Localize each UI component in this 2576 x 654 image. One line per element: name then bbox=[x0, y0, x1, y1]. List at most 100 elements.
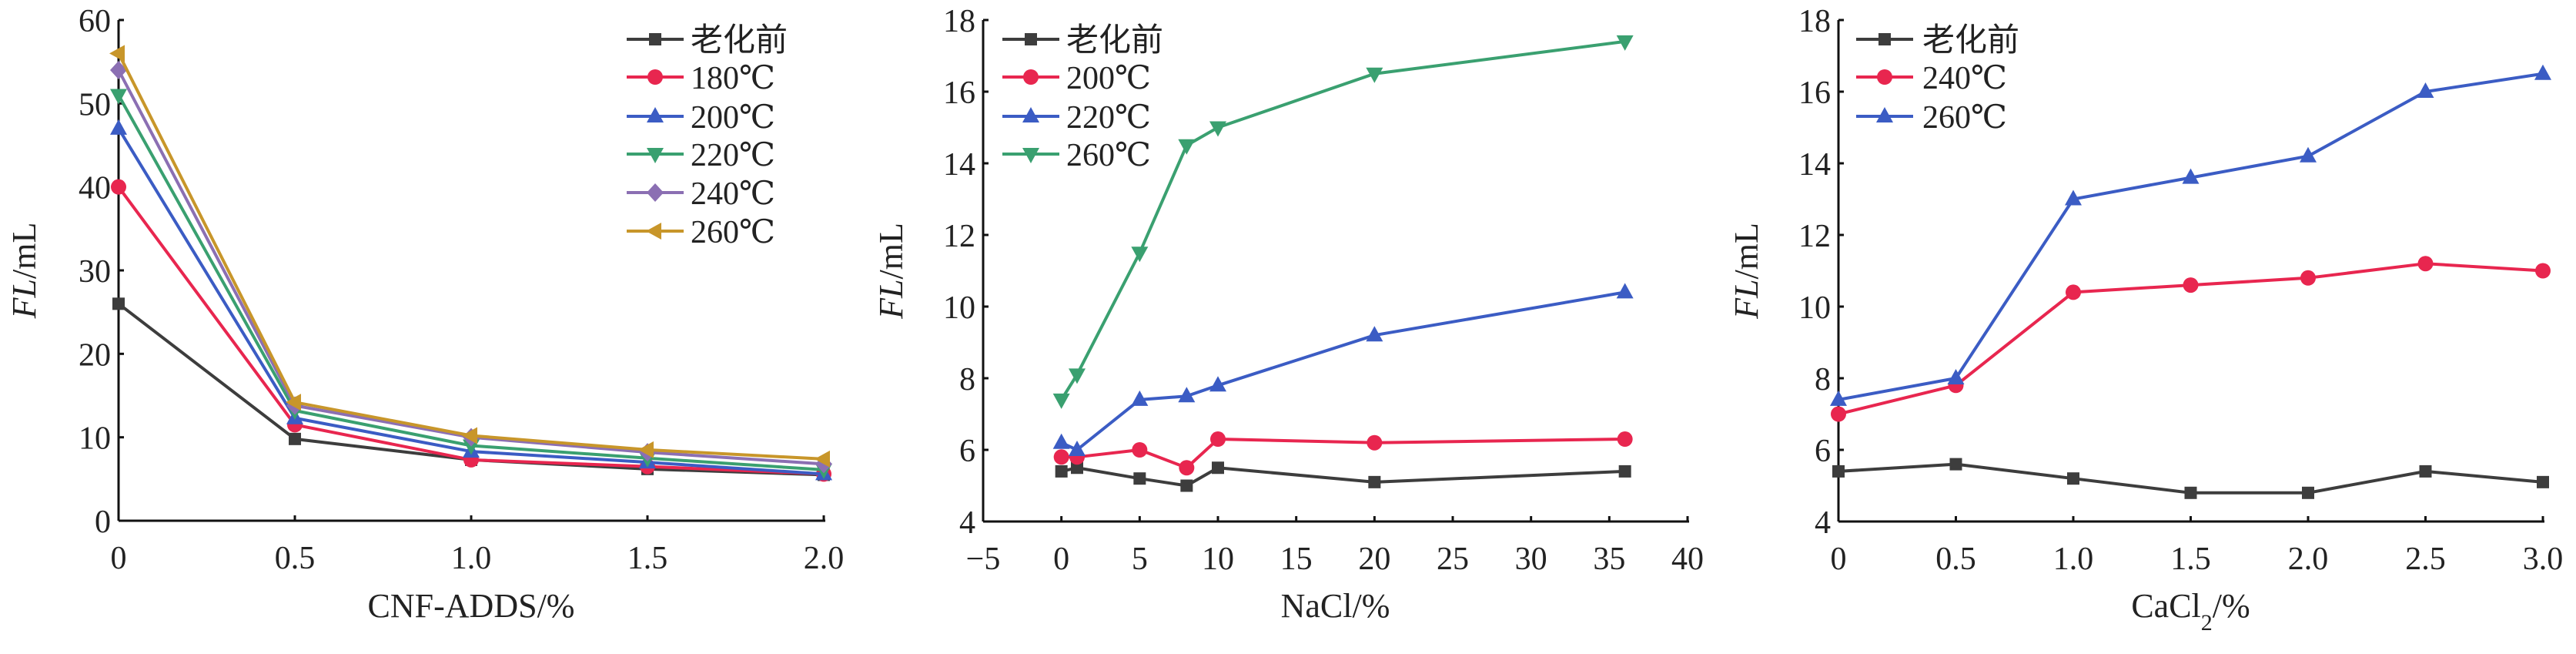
data-point bbox=[1178, 387, 1196, 403]
legend-label: 老化前 bbox=[1066, 23, 1163, 59]
series-3 bbox=[1830, 64, 2551, 406]
y-axis-label: FL/mL bbox=[872, 223, 910, 320]
y-tick-label: 10 bbox=[1798, 290, 1831, 326]
data-point bbox=[1832, 465, 1845, 478]
data-point bbox=[2534, 64, 2551, 80]
x-tick-label: 30 bbox=[1515, 542, 1547, 577]
y-tick-label: 6 bbox=[959, 434, 975, 469]
series-6 bbox=[109, 45, 830, 468]
series-3 bbox=[110, 119, 832, 481]
y-axis-label: FL/mL bbox=[5, 223, 43, 320]
data-point bbox=[2302, 486, 2314, 499]
data-point bbox=[2417, 256, 2434, 272]
x-tick-label: 2.5 bbox=[2405, 542, 2446, 577]
legend-item: 220℃ bbox=[1002, 100, 1151, 136]
data-point bbox=[1210, 431, 1226, 448]
y-tick-label: 30 bbox=[79, 254, 111, 290]
legend-item: 老化前 bbox=[1002, 23, 1163, 59]
legend-item: 260℃ bbox=[627, 215, 775, 250]
data-point bbox=[1209, 121, 1226, 137]
x-tick-label: 40 bbox=[1671, 542, 1704, 577]
data-point bbox=[1366, 326, 1383, 342]
chart-panel-1: 0 0.5 1.0 1.5 2.0 0 10 20 30 40 50 60 CNF-ADDS/% FL/m… bbox=[5, 4, 844, 625]
legend-item: 200℃ bbox=[627, 100, 775, 136]
x-tick-label: 2.0 bbox=[2288, 542, 2329, 577]
legend-item: 老化前 bbox=[627, 23, 788, 59]
legend-label: 老化前 bbox=[1922, 23, 2019, 59]
data-point bbox=[2417, 82, 2434, 98]
data-point bbox=[1131, 390, 1149, 406]
legend-item: 200℃ bbox=[1002, 61, 1151, 96]
data-point bbox=[110, 89, 127, 105]
legend-marker bbox=[1025, 33, 1037, 45]
data-point bbox=[1209, 376, 1226, 392]
data-point bbox=[1180, 479, 1193, 492]
data-point bbox=[1069, 368, 1086, 384]
legend-marker bbox=[647, 69, 663, 85]
data-point bbox=[1132, 442, 1148, 458]
legend-item: 240℃ bbox=[627, 176, 775, 212]
data-point bbox=[111, 179, 126, 195]
chart-panel-2: −5 0 5 10 15 20 25 30 35 40 4 6 8 10 12 14 16 18 NaCl/% FL/… bbox=[872, 4, 1704, 625]
series-1 bbox=[1055, 461, 1631, 492]
series-4 bbox=[1052, 35, 1634, 409]
y-tick-label: 18 bbox=[943, 4, 975, 39]
data-point bbox=[1618, 465, 1631, 478]
data-point bbox=[1616, 283, 1634, 299]
data-point bbox=[1055, 465, 1068, 478]
data-point bbox=[110, 119, 127, 135]
data-point bbox=[1367, 434, 1383, 451]
data-point bbox=[1368, 475, 1381, 488]
data-point bbox=[2535, 263, 2551, 279]
y-tick-label: 40 bbox=[79, 171, 111, 206]
y-tick-label: 14 bbox=[1798, 147, 1831, 183]
legend-label: 180℃ bbox=[691, 61, 775, 96]
data-point bbox=[1212, 461, 1224, 475]
data-point bbox=[2184, 486, 2197, 499]
series-3 bbox=[1052, 283, 1634, 456]
x-tick-label: 1.0 bbox=[2053, 542, 2094, 577]
data-point bbox=[2065, 189, 2082, 206]
legend-item: 260℃ bbox=[1002, 138, 1151, 173]
data-point bbox=[463, 439, 480, 455]
series-2 bbox=[1053, 431, 1633, 476]
y-tick-label: 10 bbox=[943, 290, 975, 326]
legend-marker bbox=[1022, 107, 1039, 122]
data-point bbox=[289, 432, 301, 445]
series-line bbox=[1060, 290, 1626, 451]
data-point bbox=[1052, 393, 1070, 409]
data-point bbox=[1069, 441, 1086, 456]
x-axis-label: CNF-ADDS/% bbox=[368, 587, 575, 625]
x-tick-label: 0 bbox=[1053, 542, 1069, 577]
data-point bbox=[110, 61, 127, 79]
data-point bbox=[1179, 460, 1195, 476]
legend-label: 220℃ bbox=[691, 138, 775, 173]
x-tick-label: 10 bbox=[1202, 542, 1234, 577]
data-point bbox=[1071, 461, 1083, 475]
y-tick-label: 6 bbox=[1815, 434, 1831, 469]
x-tick-label: 1.0 bbox=[451, 541, 492, 576]
x-axis-label: NaCl/% bbox=[1281, 587, 1390, 625]
legend-item: 240℃ bbox=[1856, 61, 2007, 96]
y-tick-label: 60 bbox=[79, 4, 111, 39]
legend-item: 260℃ bbox=[1856, 100, 2007, 136]
data-point bbox=[2300, 270, 2316, 286]
data-point bbox=[1133, 472, 1146, 485]
x-tick-label: 25 bbox=[1437, 542, 1469, 577]
data-point bbox=[2300, 146, 2317, 163]
data-point bbox=[2066, 284, 2081, 300]
y-tick-label: 18 bbox=[1798, 4, 1831, 39]
data-point bbox=[286, 394, 301, 411]
data-point bbox=[1052, 433, 1070, 449]
legend-item: 180℃ bbox=[627, 61, 775, 96]
series-1 bbox=[1832, 458, 2549, 499]
y-axis-label-italic: FL bbox=[872, 279, 910, 319]
data-point bbox=[112, 297, 125, 310]
legend-marker bbox=[647, 107, 664, 122]
legend-label: 240℃ bbox=[1922, 61, 2007, 96]
data-point bbox=[2067, 472, 2079, 485]
data-point bbox=[2182, 168, 2200, 184]
legend-marker bbox=[1877, 69, 1892, 85]
x-tick-label: 2.0 bbox=[804, 541, 845, 576]
